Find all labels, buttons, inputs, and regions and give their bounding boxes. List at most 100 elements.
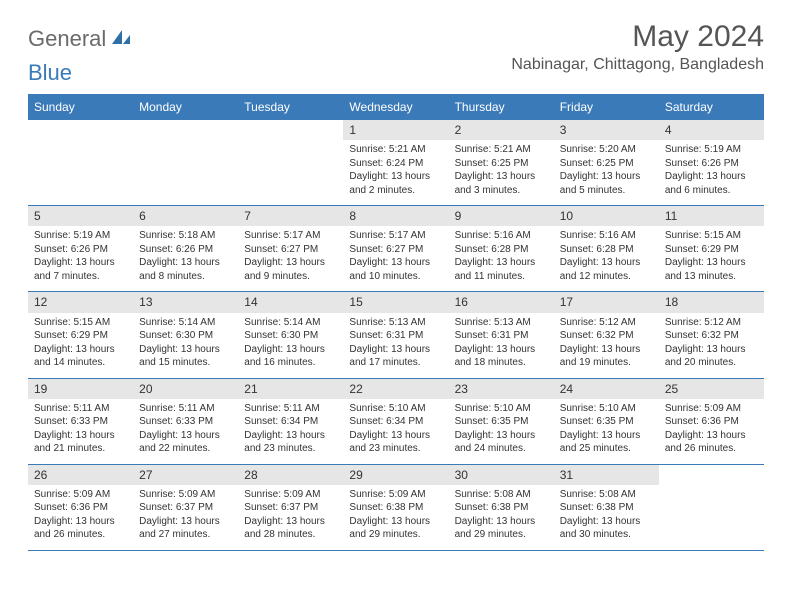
daylight-text: Daylight: 13 hours and 10 minutes. [349,256,442,283]
calendar-week-row: 26Sunrise: 5:09 AMSunset: 6:36 PMDayligh… [28,464,764,550]
sunrise-text: Sunrise: 5:12 AM [665,316,758,330]
daylight-text: Daylight: 13 hours and 26 minutes. [34,515,127,542]
daylight-text: Daylight: 13 hours and 30 minutes. [560,515,653,542]
calendar-day-cell: 24Sunrise: 5:10 AMSunset: 6:35 PMDayligh… [554,378,659,464]
day-info: Sunrise: 5:15 AMSunset: 6:29 PMDaylight:… [34,316,127,370]
daylight-text: Daylight: 13 hours and 29 minutes. [349,515,442,542]
daylight-text: Daylight: 13 hours and 17 minutes. [349,343,442,370]
sunset-text: Sunset: 6:26 PM [139,243,232,257]
sunrise-text: Sunrise: 5:11 AM [139,402,232,416]
sunrise-text: Sunrise: 5:12 AM [560,316,653,330]
day-info: Sunrise: 5:10 AMSunset: 6:35 PMDaylight:… [455,402,548,456]
weekday-header: Sunday [28,95,133,120]
day-info: Sunrise: 5:11 AMSunset: 6:33 PMDaylight:… [34,402,127,456]
calendar-header: SundayMondayTuesdayWednesdayThursdayFrid… [28,95,764,120]
sunrise-text: Sunrise: 5:08 AM [560,488,653,502]
sunrise-text: Sunrise: 5:18 AM [139,229,232,243]
day-info: Sunrise: 5:09 AMSunset: 6:38 PMDaylight:… [349,488,442,542]
day-number: 15 [343,292,448,312]
sunset-text: Sunset: 6:37 PM [244,501,337,515]
sunrise-text: Sunrise: 5:10 AM [560,402,653,416]
day-info: Sunrise: 5:19 AMSunset: 6:26 PMDaylight:… [665,143,758,197]
day-number: 12 [28,292,133,312]
day-number: 8 [343,206,448,226]
brand-text-general: General [28,26,106,52]
calendar-week-row: 5Sunrise: 5:19 AMSunset: 6:26 PMDaylight… [28,206,764,292]
sunrise-text: Sunrise: 5:21 AM [455,143,548,157]
day-number: 17 [554,292,659,312]
day-number: 20 [133,379,238,399]
daylight-text: Daylight: 13 hours and 7 minutes. [34,256,127,283]
calendar-day-cell: 31Sunrise: 5:08 AMSunset: 6:38 PMDayligh… [554,464,659,550]
daylight-text: Daylight: 13 hours and 29 minutes. [455,515,548,542]
calendar-day-cell: 12 Sunrise: 5:15 AMSunset: 6:29 PMDayligh… [28,292,133,378]
day-info: Sunrise: 5:09 AMSunset: 6:37 PMDaylight:… [139,488,232,542]
daylight-text: Daylight: 13 hours and 5 minutes. [560,170,653,197]
sunset-text: Sunset: 6:29 PM [665,243,758,257]
sunset-text: Sunset: 6:30 PM [244,329,337,343]
day-info: Sunrise: 5:15 AMSunset: 6:29 PMDaylight:… [665,229,758,283]
day-number: 28 [238,465,343,485]
sail-icon [110,28,132,51]
sunrise-text: Sunrise: 5:16 AM [560,229,653,243]
day-info: Sunrise: 5:08 AMSunset: 6:38 PMDaylight:… [455,488,548,542]
weekday-header: Tuesday [238,95,343,120]
calendar-day-cell: 16Sunrise: 5:13 AMSunset: 6:31 PMDayligh… [449,292,554,378]
calendar-day-cell: 20Sunrise: 5:11 AMSunset: 6:33 PMDayligh… [133,378,238,464]
sunset-text: Sunset: 6:26 PM [665,157,758,171]
day-info: Sunrise: 5:21 AMSunset: 6:24 PMDaylight:… [349,143,442,197]
sunset-text: Sunset: 6:31 PM [349,329,442,343]
daylight-text: Daylight: 13 hours and 14 minutes. [34,343,127,370]
brand-logo: General [28,26,134,52]
sunrise-text: Sunrise: 5:16 AM [455,229,548,243]
sunrise-text: Sunrise: 5:11 AM [34,402,127,416]
calendar-day-cell [238,120,343,206]
day-info: Sunrise: 5:17 AMSunset: 6:27 PMDaylight:… [244,229,337,283]
sunrise-text: Sunrise: 5:09 AM [34,488,127,502]
sunset-text: Sunset: 6:32 PM [560,329,653,343]
daylight-text: Daylight: 13 hours and 2 minutes. [349,170,442,197]
sunset-text: Sunset: 6:27 PM [349,243,442,257]
weekday-header: Saturday [659,95,764,120]
calendar-day-cell [133,120,238,206]
sunset-text: Sunset: 6:28 PM [455,243,548,257]
sunrise-text: Sunrise: 5:15 AM [665,229,758,243]
day-info: Sunrise: 5:13 AMSunset: 6:31 PMDaylight:… [455,316,548,370]
calendar-day-cell: 14Sunrise: 5:14 AMSunset: 6:30 PMDayligh… [238,292,343,378]
sunrise-text: Sunrise: 5:10 AM [349,402,442,416]
sunrise-text: Sunrise: 5:08 AM [455,488,548,502]
day-info: Sunrise: 5:12 AMSunset: 6:32 PMDaylight:… [560,316,653,370]
weekday-header: Thursday [449,95,554,120]
sunset-text: Sunset: 6:26 PM [34,243,127,257]
day-info: Sunrise: 5:20 AMSunset: 6:25 PMDaylight:… [560,143,653,197]
sunrise-text: Sunrise: 5:17 AM [244,229,337,243]
sunset-text: Sunset: 6:36 PM [665,415,758,429]
daylight-text: Daylight: 13 hours and 27 minutes. [139,515,232,542]
calendar-day-cell: 23Sunrise: 5:10 AMSunset: 6:35 PMDayligh… [449,378,554,464]
sunset-text: Sunset: 6:27 PM [244,243,337,257]
day-info: Sunrise: 5:17 AMSunset: 6:27 PMDaylight:… [349,229,442,283]
day-number: 10 [554,206,659,226]
day-number: 4 [659,120,764,140]
calendar-day-cell: 28Sunrise: 5:09 AMSunset: 6:37 PMDayligh… [238,464,343,550]
daylight-text: Daylight: 13 hours and 21 minutes. [34,429,127,456]
sunset-text: Sunset: 6:28 PM [560,243,653,257]
sunset-text: Sunset: 6:35 PM [455,415,548,429]
sunset-text: Sunset: 6:31 PM [455,329,548,343]
sunrise-text: Sunrise: 5:14 AM [244,316,337,330]
calendar-day-cell: 11Sunrise: 5:15 AMSunset: 6:29 PMDayligh… [659,206,764,292]
calendar-day-cell: 3 Sunrise: 5:20 AMSunset: 6:25 PMDaylight… [554,120,659,206]
day-number: 25 [659,379,764,399]
sunset-text: Sunset: 6:24 PM [349,157,442,171]
title-block: May 2024 Nabinagar, Chittagong, Banglade… [511,20,764,74]
day-info: Sunrise: 5:19 AMSunset: 6:26 PMDaylight:… [34,229,127,283]
day-number: 3 [554,120,659,140]
calendar-day-cell: 15Sunrise: 5:13 AMSunset: 6:31 PMDayligh… [343,292,448,378]
daylight-text: Daylight: 13 hours and 18 minutes. [455,343,548,370]
day-number: 24 [554,379,659,399]
day-number: 30 [449,465,554,485]
weekday-header: Friday [554,95,659,120]
daylight-text: Daylight: 13 hours and 19 minutes. [560,343,653,370]
calendar-day-cell: 30 Sunrise: 5:08 AMSunset: 6:38 PMDayligh… [449,464,554,550]
day-number: 2 [449,120,554,140]
